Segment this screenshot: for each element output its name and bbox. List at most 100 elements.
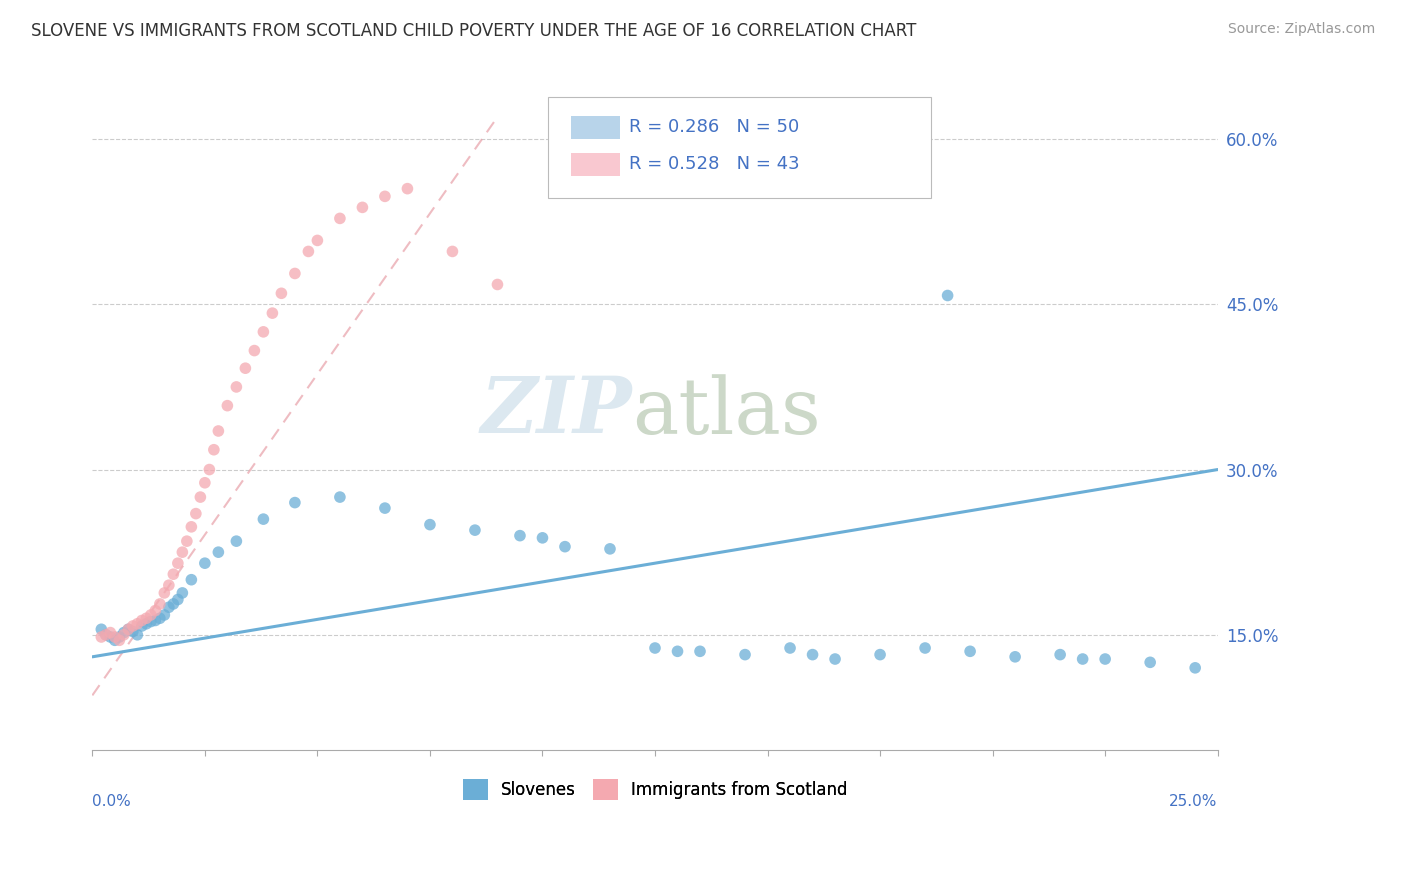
- Point: [139, 615, 162, 629]
- Point: [112, 628, 135, 642]
- Point: [172, 586, 194, 600]
- Text: ZIP: ZIP: [481, 374, 633, 450]
- Point: [1004, 649, 1026, 664]
- Point: [184, 507, 207, 521]
- Point: [149, 611, 172, 625]
- Point: [352, 200, 374, 214]
- FancyBboxPatch shape: [548, 96, 931, 198]
- Point: [127, 628, 149, 642]
- Text: atlas: atlas: [633, 374, 821, 450]
- Legend: Slovenes, Immigrants from Scotland: Slovenes, Immigrants from Scotland: [456, 772, 853, 806]
- Point: [284, 495, 307, 509]
- Point: [329, 490, 352, 504]
- Point: [104, 633, 127, 648]
- Point: [162, 567, 184, 582]
- Point: [172, 545, 194, 559]
- Point: [329, 211, 352, 226]
- Point: [143, 614, 166, 628]
- Point: [689, 644, 711, 658]
- Point: [419, 517, 441, 532]
- Point: [104, 630, 127, 644]
- Point: [121, 619, 143, 633]
- Point: [801, 648, 824, 662]
- Point: [1049, 648, 1071, 662]
- Point: [217, 399, 239, 413]
- Point: [1071, 652, 1094, 666]
- Point: [1139, 656, 1161, 670]
- Point: [666, 644, 689, 658]
- Point: [176, 534, 198, 549]
- Point: [207, 545, 229, 559]
- Point: [824, 652, 846, 666]
- Point: [252, 325, 274, 339]
- Point: [194, 475, 217, 490]
- Point: [166, 592, 188, 607]
- Point: [108, 630, 131, 644]
- Point: [139, 607, 162, 622]
- FancyBboxPatch shape: [571, 153, 620, 176]
- Point: [486, 277, 509, 292]
- Point: [202, 442, 225, 457]
- Point: [599, 541, 621, 556]
- Point: [252, 512, 274, 526]
- Point: [734, 648, 756, 662]
- Text: SLOVENE VS IMMIGRANTS FROM SCOTLAND CHILD POVERTY UNDER THE AGE OF 16 CORRELATIO: SLOVENE VS IMMIGRANTS FROM SCOTLAND CHIL…: [31, 22, 917, 40]
- Point: [194, 556, 217, 570]
- Point: [108, 633, 131, 648]
- Point: [117, 622, 139, 636]
- Point: [959, 644, 981, 658]
- Point: [117, 622, 139, 636]
- Point: [441, 244, 464, 259]
- Point: [936, 288, 959, 302]
- Point: [112, 625, 135, 640]
- Point: [131, 614, 153, 628]
- Point: [914, 640, 936, 655]
- Point: [243, 343, 266, 358]
- Point: [98, 630, 121, 644]
- Point: [509, 529, 531, 543]
- Point: [121, 624, 143, 639]
- Point: [149, 597, 172, 611]
- Point: [307, 234, 329, 248]
- Point: [396, 181, 419, 195]
- Point: [225, 534, 247, 549]
- Point: [135, 616, 157, 631]
- Text: 25.0%: 25.0%: [1170, 795, 1218, 810]
- Point: [554, 540, 576, 554]
- Point: [869, 648, 891, 662]
- Point: [153, 586, 176, 600]
- Point: [98, 625, 121, 640]
- Point: [297, 244, 319, 259]
- Point: [131, 619, 153, 633]
- Point: [157, 578, 180, 592]
- Point: [1184, 661, 1206, 675]
- Point: [779, 640, 801, 655]
- Text: R = 0.528   N = 43: R = 0.528 N = 43: [628, 154, 800, 173]
- Point: [262, 306, 284, 320]
- Point: [94, 628, 117, 642]
- Point: [207, 424, 229, 438]
- Point: [157, 600, 180, 615]
- Point: [270, 286, 292, 301]
- Point: [374, 189, 396, 203]
- Point: [644, 640, 666, 655]
- Point: [94, 628, 117, 642]
- FancyBboxPatch shape: [571, 116, 620, 138]
- Point: [90, 630, 112, 644]
- Point: [1094, 652, 1116, 666]
- Point: [235, 361, 257, 376]
- Point: [225, 380, 247, 394]
- Point: [284, 267, 307, 281]
- Point: [374, 501, 396, 516]
- Point: [135, 611, 157, 625]
- Text: Source: ZipAtlas.com: Source: ZipAtlas.com: [1227, 22, 1375, 37]
- Point: [190, 490, 212, 504]
- Point: [90, 622, 112, 636]
- Point: [464, 523, 486, 537]
- Point: [198, 462, 221, 476]
- Point: [531, 531, 554, 545]
- Point: [143, 603, 166, 617]
- Point: [180, 573, 202, 587]
- Text: R = 0.286   N = 50: R = 0.286 N = 50: [628, 118, 800, 136]
- Point: [180, 520, 202, 534]
